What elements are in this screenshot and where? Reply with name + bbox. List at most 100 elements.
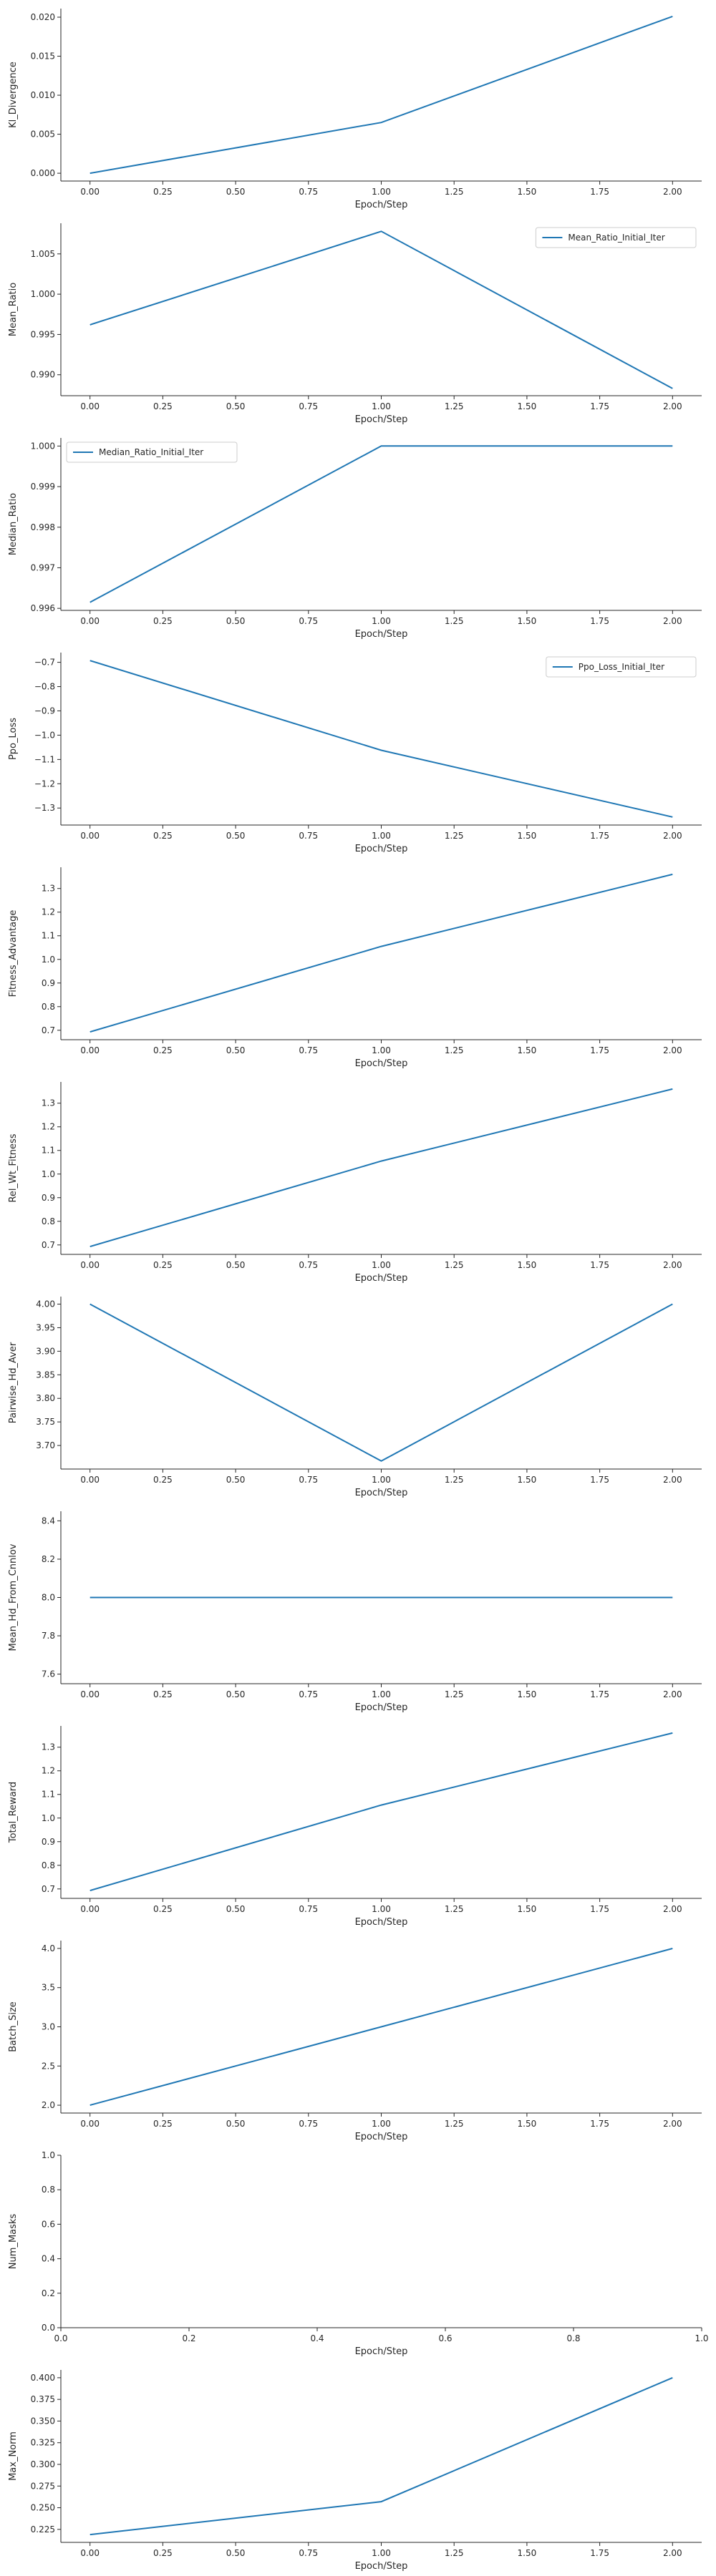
x-tick-label: 1.75 — [590, 401, 609, 411]
y-tick-label: 1.000 — [31, 289, 55, 299]
y-tick-label: 0.8 — [42, 1860, 55, 1870]
x-tick-label: 0.50 — [226, 1260, 246, 1270]
x-tick-label: 0.50 — [226, 616, 246, 626]
x-tick-label: 1.00 — [372, 401, 391, 411]
x-tick-label: 0.50 — [226, 831, 246, 841]
y-tick-label: 1.3 — [42, 884, 55, 894]
y-tick-label: 1.3 — [42, 1098, 55, 1108]
x-tick-label: 1.00 — [372, 831, 391, 841]
y-tick-label: 0.010 — [31, 90, 55, 100]
x-tick-label: 1.00 — [372, 1904, 391, 1914]
y-axis-label: Ppo_Loss — [8, 718, 19, 760]
y-tick-label: 0.995 — [31, 329, 55, 339]
series-line-1 — [90, 445, 673, 603]
y-tick-label: −0.8 — [34, 682, 55, 692]
x-tick-label: 2.00 — [663, 831, 682, 841]
x-tick-label: 1.50 — [518, 187, 537, 197]
series-line-1 — [90, 2376, 673, 2536]
x-tick-label: 2.00 — [663, 1904, 682, 1914]
series-line-1 — [90, 1732, 673, 1892]
x-axis-label: Epoch/Step — [355, 1702, 408, 1713]
y-tick-label: 1.005 — [31, 249, 55, 259]
y-tick-label: 0.020 — [31, 12, 55, 22]
x-tick-label: 1.00 — [372, 616, 391, 626]
x-tick-label: 1.75 — [590, 2548, 609, 2558]
y-tick-label: 1.2 — [42, 1122, 55, 1132]
x-tick-label: 2.00 — [663, 1045, 682, 1055]
x-tick-label: 0.50 — [226, 1045, 246, 1055]
x-tick-label: 1.50 — [518, 1045, 537, 1055]
legend-label: Mean_Ratio_Initial_Iter — [568, 233, 664, 243]
y-tick-label: −1.1 — [34, 754, 55, 764]
x-tick-label: 0.25 — [153, 2548, 173, 2558]
x-tick-label: 1.25 — [445, 1689, 464, 1699]
chart-panel-9: 0.00 0.25 0.50 0.75 1.00 1.25 1.50 1.75 2.00 0.7 0… — [8, 1726, 702, 1928]
y-tick-label: 1.0 — [42, 1813, 55, 1823]
y-tick-label: 0.275 — [31, 2481, 55, 2491]
x-axis-label: Epoch/Step — [355, 200, 408, 210]
x-tick-label: 2.00 — [663, 2119, 682, 2129]
y-tick-label: 0.998 — [31, 522, 55, 532]
x-tick-label: 0.00 — [80, 1045, 100, 1055]
x-tick-label: 0.2 — [182, 2333, 195, 2343]
x-tick-label: 1.75 — [590, 2119, 609, 2129]
chart-panel-11: 0.0 0.2 0.4 0.6 0.8 1.0 0.0 0.2 0.4 0.6 0.8 1.0 Epoc… — [8, 2150, 709, 2357]
series-line-1 — [90, 1088, 673, 1248]
x-tick-label: 1.25 — [445, 1475, 464, 1485]
chart-panel-8: 0.00 0.25 0.50 0.75 1.00 1.25 1.50 1.75 2.00 7.6 7… — [8, 1511, 702, 1713]
x-tick-label: 0.75 — [299, 1260, 318, 1270]
series-line-1 — [90, 873, 673, 1033]
chart-panel-7: 0.00 0.25 0.50 0.75 1.00 1.25 1.50 1.75 2.00 3.70… — [8, 1297, 702, 1498]
x-tick-label: 1.25 — [445, 1904, 464, 1914]
x-tick-label: 1.00 — [372, 1475, 391, 1485]
chart-panel-1: 0.00 0.25 0.50 0.75 1.00 1.25 1.50 1.75 2.00 0.00… — [8, 9, 702, 210]
y-tick-label: 0.0 — [42, 2323, 55, 2333]
x-axis-label: Epoch/Step — [355, 1917, 408, 1928]
x-tick-label: 0.50 — [226, 187, 246, 197]
legend-box — [546, 656, 697, 678]
y-tick-label: 3.5 — [42, 1983, 55, 1993]
x-tick-label: 0.50 — [226, 1904, 246, 1914]
x-tick-label: 0.50 — [226, 1475, 246, 1485]
y-tick-label: 8.2 — [42, 1554, 55, 1564]
x-tick-label: 1.00 — [372, 1689, 391, 1699]
x-tick-label: 1.75 — [590, 616, 609, 626]
y-tick-label: 0.996 — [31, 603, 55, 613]
x-axis-label: Epoch/Step — [355, 414, 408, 425]
x-tick-label: 0.25 — [153, 616, 173, 626]
y-tick-label: 0.9 — [42, 1837, 55, 1847]
x-tick-label: 0.50 — [226, 2119, 246, 2129]
y-tick-label: −1.2 — [34, 779, 55, 789]
x-tick-label: 1.25 — [445, 1260, 464, 1270]
y-tick-label: 0.8 — [42, 1002, 55, 1012]
y-tick-label: 0.997 — [31, 562, 55, 572]
y-tick-label: 1.1 — [42, 1146, 55, 1156]
y-axis-label: Pairwise_Hd_Aver — [8, 1342, 19, 1423]
x-tick-label: 0.25 — [153, 401, 173, 411]
y-tick-label: 0.8 — [42, 2185, 55, 2195]
y-axis-label: Kl_Divergence — [8, 62, 19, 128]
x-axis-label: Epoch/Step — [355, 2561, 408, 2572]
chart-panel-6: 0.00 0.25 0.50 0.75 1.00 1.25 1.50 1.75 2.00 0.7 0… — [8, 1082, 702, 1284]
legend: Median_Ratio_Initial_Iter — [66, 441, 238, 463]
x-axis-label: Epoch/Step — [355, 2346, 408, 2357]
y-tick-label: 0.000 — [31, 168, 55, 178]
y-tick-label: 8.4 — [42, 1516, 55, 1526]
y-tick-label: 0.990 — [31, 370, 55, 380]
x-tick-label: 0.50 — [226, 2548, 246, 2558]
x-tick-label: 0.25 — [153, 831, 173, 841]
y-axis-label: Total_Reward — [8, 1782, 19, 1843]
x-tick-label: 0.25 — [153, 1475, 173, 1485]
y-tick-label: 1.000 — [31, 441, 55, 451]
x-tick-label: 0.25 — [153, 1689, 173, 1699]
series-line-1 — [90, 1303, 673, 1462]
x-tick-label: 2.00 — [663, 2548, 682, 2558]
legend-box — [66, 441, 238, 463]
chart-panel-5: 0.00 0.25 0.50 0.75 1.00 1.25 1.50 1.75 2.00 0.7 0… — [8, 867, 702, 1069]
x-tick-label: 0.25 — [153, 187, 173, 197]
x-tick-label: 1.50 — [518, 1689, 537, 1699]
x-tick-label: 0.50 — [226, 401, 246, 411]
y-tick-label: 0.015 — [31, 52, 55, 62]
y-tick-label: 1.0 — [42, 955, 55, 965]
y-axis-label: Batch_Size — [8, 2001, 19, 2052]
